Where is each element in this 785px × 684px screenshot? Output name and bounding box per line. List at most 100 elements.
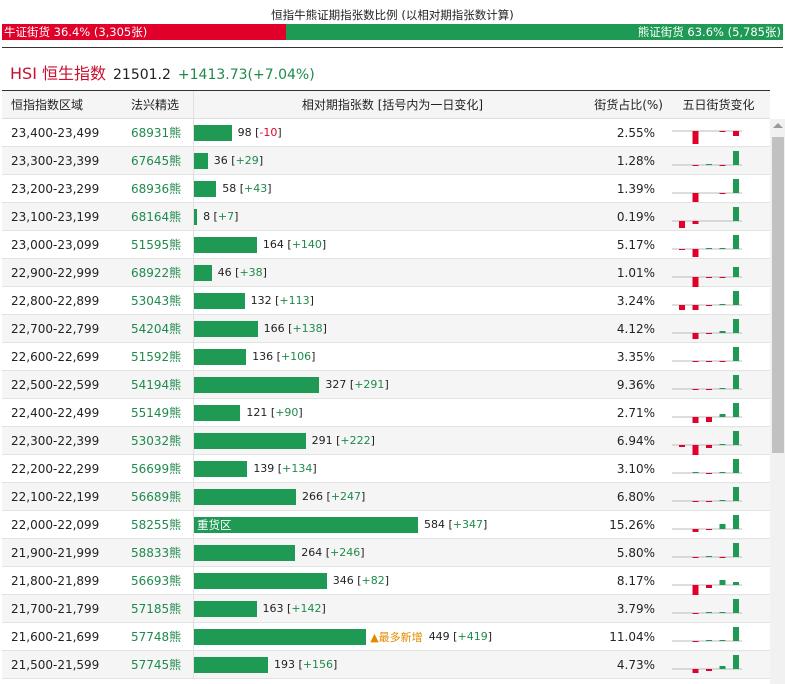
contracts-cell: 58 [+43] [193, 175, 591, 202]
daily-change: +140 [291, 238, 322, 251]
daily-change: +38 [239, 266, 263, 279]
contracts-bar [194, 236, 257, 253]
sparkline-bar [719, 666, 726, 669]
range-cell: 22,800-22,899 [11, 293, 100, 308]
warrant-code-link[interactable]: 54194熊 [131, 378, 182, 392]
warrant-code-link[interactable]: 68931熊 [131, 126, 182, 140]
index-value: 21501.2 [113, 67, 171, 83]
five-day-sparkline [672, 319, 742, 339]
contracts-cell: 46 [+38] [193, 259, 591, 286]
sparkline-bar [706, 473, 712, 474]
contracts-bar [194, 320, 258, 337]
five-day-cell [659, 567, 770, 595]
table-row: 23,200-23,299 68936熊 58 [+43] 1.39% [2, 175, 770, 203]
sparkline-bar [733, 459, 739, 473]
contracts-count: 164 [262, 238, 284, 251]
warrant-code-link[interactable]: 56689熊 [131, 490, 182, 504]
contracts-value: 98 [-10] [237, 126, 282, 139]
warrant-code-link[interactable]: 57185熊 [131, 602, 182, 616]
sparkline-bar [692, 529, 699, 532]
sparkline-bar [706, 640, 712, 641]
sparkline-bar [706, 529, 712, 530]
warrant-code-link[interactable]: 56693熊 [131, 574, 182, 588]
contracts-count: 132 [250, 294, 272, 307]
warrant-code-link[interactable]: 68922熊 [131, 266, 182, 280]
index-summary: HSI 恒生指数 21501.2 +1413.73(+7.04%) [10, 60, 315, 84]
sparkline-bar [706, 333, 712, 334]
sparkline-bar [719, 131, 726, 132]
warrant-code-link[interactable]: 57745熊 [131, 658, 182, 672]
contracts-bar [194, 292, 245, 309]
five-day-sparkline [672, 291, 742, 310]
five-day-sparkline [672, 580, 742, 595]
contracts-cell: 166 [+138] [193, 315, 591, 342]
table-row: 23,400-23,499 68931熊 98 [-10] 2.55% [2, 119, 770, 147]
warrant-code-link[interactable]: 58833熊 [131, 546, 182, 560]
warrant-code-link[interactable]: 67645熊 [131, 154, 182, 168]
five-day-cell [659, 511, 770, 538]
five-day-sparkline [672, 655, 742, 673]
contracts-value: 121 [+90] [246, 406, 303, 419]
sparkline-bar [733, 627, 739, 641]
contracts-bar [194, 208, 198, 225]
five-day-cell [659, 371, 770, 398]
warrant-code-link[interactable]: 68164熊 [131, 210, 182, 224]
scrollbar-thumb[interactable] [772, 137, 784, 453]
five-day-cell [659, 455, 770, 482]
sparkline-bar [692, 193, 699, 202]
sparkline-bar [719, 472, 726, 473]
contracts-value: 136 [+106] [252, 350, 316, 363]
contracts-bar [194, 264, 212, 281]
warrant-code-link[interactable]: 54204熊 [131, 322, 182, 336]
daily-change: -10 [259, 126, 278, 139]
contracts-count: 139 [253, 462, 275, 475]
contracts-value: 346 [+82] [332, 574, 390, 587]
share-cell: 6.94% [616, 433, 655, 448]
range-cell: 23,400-23,499 [11, 125, 100, 140]
warrant-code-link[interactable]: 51595熊 [131, 238, 182, 252]
table-row: 22,800-22,899 53043熊 132 [+113] 3.24% [2, 287, 770, 315]
range-cell: 21,800-21,899 [11, 573, 100, 588]
five-day-cell [659, 427, 770, 455]
scrollbar[interactable] [770, 119, 785, 684]
share-cell: 2.71% [616, 405, 655, 420]
range-cell: 21,700-21,799 [11, 601, 100, 616]
sparkline-bar [679, 249, 685, 250]
sparkline-bar [719, 612, 726, 613]
contracts-cell: 139 [+134] [193, 455, 591, 482]
warrant-code-link[interactable]: 53032熊 [131, 434, 182, 448]
contracts-count: 449 [428, 630, 450, 643]
sparkline-bar [692, 389, 699, 390]
warrant-code-link[interactable]: 53043熊 [131, 294, 182, 308]
contracts-bar [194, 656, 269, 673]
warrant-code-link[interactable]: 51592熊 [131, 350, 182, 364]
warrant-code-link[interactable]: 57748熊 [131, 630, 182, 644]
sparkline-bar [706, 277, 712, 278]
warrant-code-link[interactable]: 56699熊 [131, 462, 182, 476]
table-row: 21,800-21,899 56693熊 346 [+82] 8.17% [2, 567, 770, 595]
contracts-bar [194, 152, 208, 169]
header-code: 法兴精选 [131, 98, 180, 112]
contracts-value: 584 [+347] [424, 518, 488, 531]
sparkline-bar [733, 347, 739, 361]
table-row: 22,700-22,799 54204熊 166 [+138] 4.12% [2, 315, 770, 343]
share-cell: 3.24% [616, 293, 655, 308]
contracts-value: 291 [+222] [311, 434, 375, 447]
five-day-sparkline [672, 403, 742, 423]
sparkline-bar [692, 472, 699, 473]
contracts-bar [194, 124, 232, 141]
sparkline-bar [733, 151, 739, 165]
warrant-code-link[interactable]: 68936熊 [131, 182, 182, 196]
sparkline-bar [733, 431, 739, 445]
warrant-code-link[interactable]: 55149熊 [131, 406, 182, 420]
contracts-count: 291 [311, 434, 333, 447]
range-cell: 23,300-23,399 [11, 153, 100, 168]
share-cell: 3.79% [616, 601, 655, 616]
contracts-bar [194, 432, 306, 449]
table-row: 22,000-22,099 58255熊 重货区 584 [+347] 15.2… [2, 511, 770, 539]
contracts-value: 166 [+138] [263, 322, 327, 335]
share-cell: 4.73% [616, 657, 655, 672]
scroll-up-arrow-icon[interactable] [773, 123, 783, 128]
warrant-code-link[interactable]: 58255熊 [131, 518, 182, 532]
range-cell: 23,100-23,199 [11, 209, 100, 224]
